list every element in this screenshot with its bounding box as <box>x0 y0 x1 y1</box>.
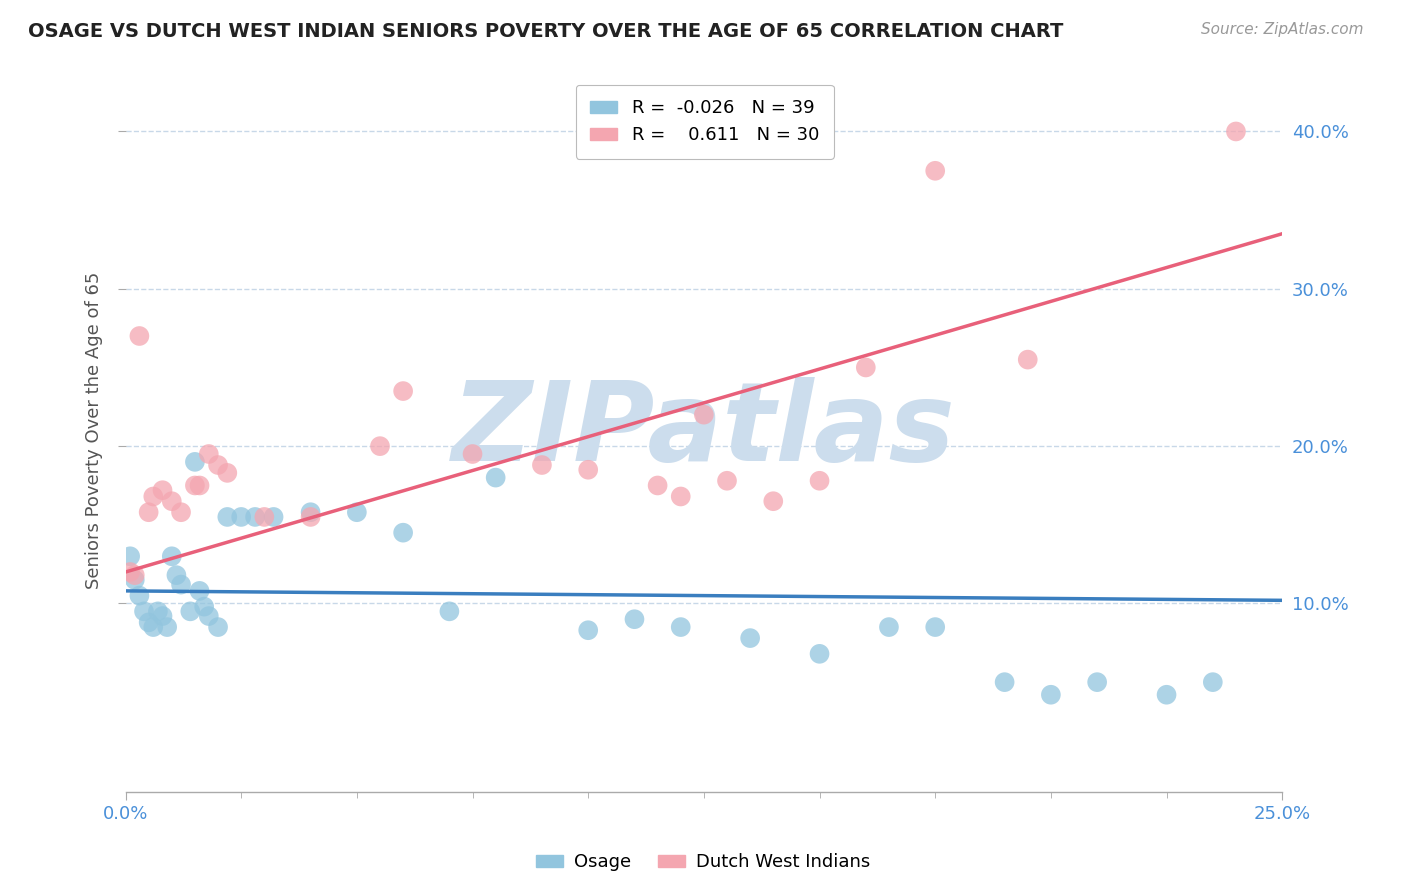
Point <box>142 620 165 634</box>
Point <box>808 474 831 488</box>
Point <box>170 577 193 591</box>
Point <box>576 624 599 638</box>
Point <box>124 573 146 587</box>
Text: OSAGE VS DUTCH WEST INDIAN SENIORS POVERTY OVER THE AGE OF 65 CORRELATION CHART: OSAGE VS DUTCH WEST INDIAN SENIORS POVER… <box>28 22 1063 41</box>
Point <box>198 609 221 624</box>
Point <box>156 620 179 634</box>
Point <box>120 565 142 579</box>
Point <box>669 490 692 504</box>
Point <box>193 599 215 614</box>
Point <box>138 505 160 519</box>
Point <box>740 631 762 645</box>
Point <box>188 583 211 598</box>
Point <box>128 329 150 343</box>
Point <box>623 612 645 626</box>
Point <box>924 620 946 634</box>
Point <box>346 505 368 519</box>
Point <box>184 478 207 492</box>
Point <box>762 494 785 508</box>
Point <box>1225 124 1247 138</box>
Point <box>170 505 193 519</box>
Y-axis label: Seniors Poverty Over the Age of 65: Seniors Poverty Over the Age of 65 <box>86 272 103 589</box>
Point <box>207 458 229 472</box>
Point <box>368 439 391 453</box>
Point <box>669 620 692 634</box>
Point <box>132 604 155 618</box>
Point <box>1202 675 1225 690</box>
Point <box>152 609 174 624</box>
Point <box>188 478 211 492</box>
Point <box>184 455 207 469</box>
Point <box>1017 352 1039 367</box>
Text: ZIPatlas: ZIPatlas <box>451 377 956 483</box>
Point <box>1085 675 1108 690</box>
Point <box>165 568 187 582</box>
Legend: R =  -0.026   N = 39, R =    0.611   N = 30: R = -0.026 N = 39, R = 0.611 N = 30 <box>576 85 834 159</box>
Point <box>877 620 900 634</box>
Point <box>576 463 599 477</box>
Point <box>231 510 253 524</box>
Point <box>138 615 160 630</box>
Point <box>461 447 484 461</box>
Point <box>120 549 142 564</box>
Point <box>439 604 461 618</box>
Point <box>142 490 165 504</box>
Point <box>924 163 946 178</box>
Point <box>217 466 239 480</box>
Point <box>160 494 183 508</box>
Point <box>128 589 150 603</box>
Point <box>530 458 553 472</box>
Point <box>485 470 508 484</box>
Point <box>1039 688 1062 702</box>
Point <box>716 474 738 488</box>
Point <box>392 525 415 540</box>
Point <box>152 483 174 498</box>
Point <box>179 604 201 618</box>
Point <box>855 360 877 375</box>
Point <box>1156 688 1178 702</box>
Point <box>392 384 415 398</box>
Point <box>217 510 239 524</box>
Point <box>808 647 831 661</box>
Point <box>263 510 285 524</box>
Point <box>647 478 669 492</box>
Point <box>994 675 1017 690</box>
Point <box>146 604 169 618</box>
Point <box>124 568 146 582</box>
Point <box>207 620 229 634</box>
Text: Source: ZipAtlas.com: Source: ZipAtlas.com <box>1201 22 1364 37</box>
Point <box>299 505 322 519</box>
Point <box>693 408 716 422</box>
Point <box>299 510 322 524</box>
Legend: Osage, Dutch West Indians: Osage, Dutch West Indians <box>529 847 877 879</box>
Point <box>198 447 221 461</box>
Point <box>253 510 276 524</box>
Point <box>243 510 266 524</box>
Point <box>160 549 183 564</box>
